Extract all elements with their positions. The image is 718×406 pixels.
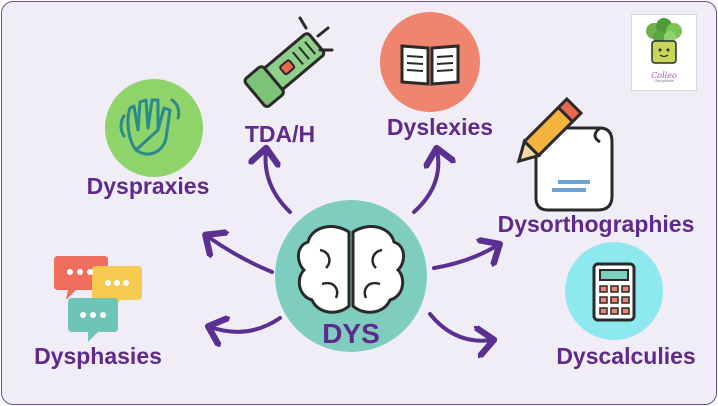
node-dysorthographies: Dysorthographies [498, 96, 695, 237]
node-label: Dyspraxies [87, 173, 210, 199]
node-label: Dysphasies [34, 343, 162, 369]
node-dyslexies: Dyslexies [380, 12, 493, 140]
node-label: Dyscalculies [556, 343, 695, 369]
flashlight-icon [243, 32, 326, 108]
center-node: DYS [275, 200, 427, 352]
node-label: TDA/H [245, 121, 315, 147]
light-rays-icon [298, 16, 334, 52]
node-dyspraxies: Dyspraxies [87, 79, 210, 199]
brand-logo: Colleo Orthophonie [631, 14, 697, 91]
node-dysphasies: Dysphasies [34, 256, 162, 369]
arrow-dyscalculies [428, 312, 492, 341]
arrow-tdah [266, 150, 292, 214]
center-label: DYS [322, 318, 380, 349]
brand-tagline: Orthophonie [654, 79, 674, 83]
pencil-paper-icon [516, 96, 614, 212]
brand-name: Colleo [651, 71, 677, 80]
node-dyscalculies: Dyscalculies [556, 242, 696, 369]
waving-hand-icon [119, 98, 181, 156]
node-tdah: TDA/H [243, 16, 334, 147]
arrow-dyspraxies [207, 236, 274, 274]
open-book-icon [400, 44, 460, 86]
connector-arrows [207, 150, 498, 341]
plant-pot-icon [646, 18, 682, 64]
brain-icon [297, 225, 405, 314]
arrow-dyslexies [412, 150, 438, 214]
node-label: Dyslexies [387, 114, 493, 140]
node-label: Dysorthographies [498, 211, 695, 237]
arrow-dysorthographies [432, 245, 498, 270]
arrow-dysphasies [210, 318, 282, 332]
speech-bubbles-icon [54, 256, 142, 342]
calculator-icon [592, 262, 636, 322]
